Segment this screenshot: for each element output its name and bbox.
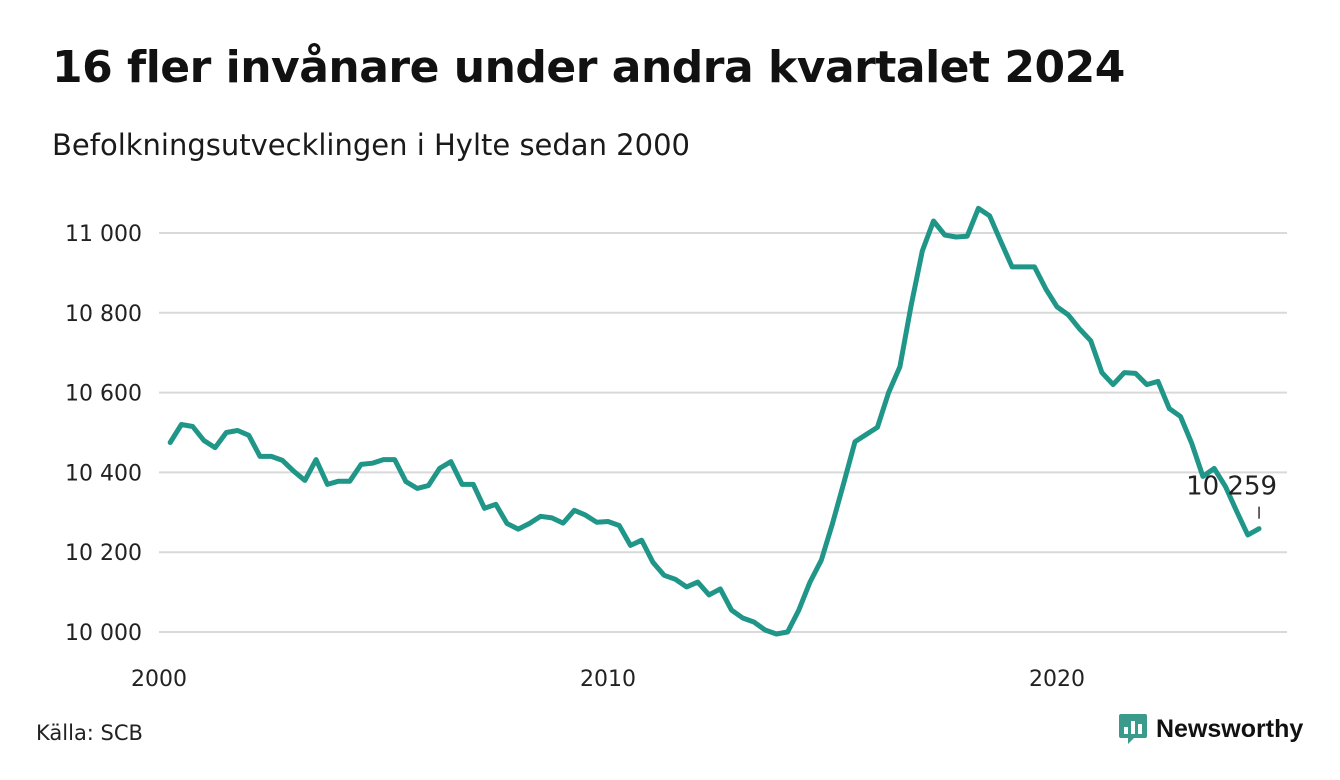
x-tick-label: 2000 xyxy=(131,667,187,692)
brand-logo[interactable]: Newsworthy xyxy=(1118,712,1303,746)
x-axis-tick-labels: 2000 2010 2020 xyxy=(131,667,1085,692)
brand-name: Newsworthy xyxy=(1156,714,1304,743)
bar-chart-speech-bubble-icon xyxy=(1119,714,1147,744)
annotation-layer: 10 259 xyxy=(1186,472,1277,519)
series-layer xyxy=(167,205,1262,637)
series-line xyxy=(167,205,1262,637)
x-tick-label: 2010 xyxy=(580,667,636,692)
y-tick-label: 11 000 xyxy=(65,222,142,247)
y-tick-label: 10 400 xyxy=(65,461,142,486)
gridlines xyxy=(159,232,1287,633)
chart-title: 16 fler invånare under andra kvartalet 2… xyxy=(52,42,1125,93)
y-tick-label: 10 800 xyxy=(65,302,142,327)
chart-subtitle: Befolkningsutvecklingen i Hylte sedan 20… xyxy=(52,128,690,162)
x-tick-label: 2020 xyxy=(1029,667,1085,692)
source-note: Källa: SCB xyxy=(36,721,143,745)
y-tick-label: 10 200 xyxy=(65,541,142,566)
y-tick-label: 10 000 xyxy=(65,621,142,646)
y-axis-tick-labels: 10 000 10 200 10 400 10 600 10 800 11 000 xyxy=(65,222,142,646)
y-tick-label: 10 600 xyxy=(65,382,142,407)
last-value-label: 10 259 xyxy=(1186,472,1277,502)
